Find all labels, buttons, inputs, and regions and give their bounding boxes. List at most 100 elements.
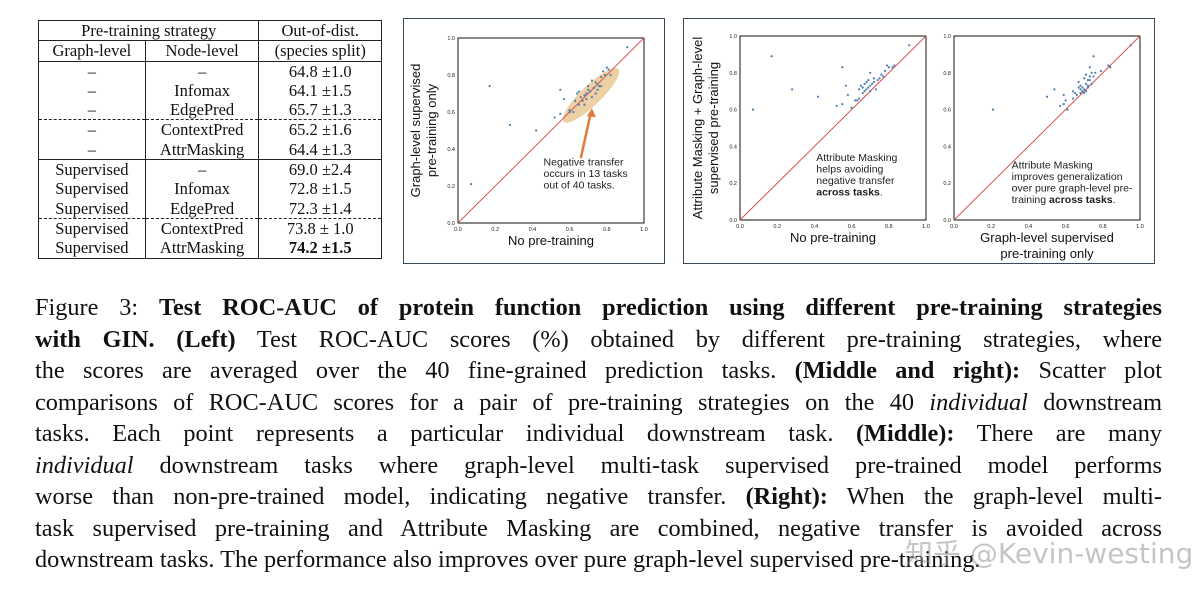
y-tick-label: 1.0 <box>943 34 951 40</box>
annotation-text: occurs in 13 tasks <box>544 168 628 180</box>
caption-segment: task supervised pre-training and Attribu… <box>35 514 1162 542</box>
diagonal-line <box>953 35 1141 221</box>
data-point <box>1086 79 1090 82</box>
caption-segment: Test ROC-AUC of protein function predict… <box>159 294 1162 321</box>
data-point <box>583 94 586 97</box>
annotation-text: Attribute Masking <box>1012 159 1093 171</box>
cell-graph-level: – <box>38 119 146 140</box>
results-table: Pre-training strategy Out-of-dist. Graph… <box>37 20 382 259</box>
data-point <box>1084 90 1088 93</box>
data-point <box>880 73 883 76</box>
x-tick-label: 0.2 <box>987 224 995 230</box>
data-point <box>1109 66 1112 69</box>
data-point <box>1088 66 1091 69</box>
cell-node-level: – <box>144 61 259 81</box>
data-point <box>596 88 599 91</box>
axes-frame <box>739 35 927 221</box>
annotation-text: Attribute Masking <box>816 152 897 164</box>
data-point <box>1092 55 1095 58</box>
annotation-bold: across tasks <box>1049 194 1113 206</box>
x-tick-label: 0.4 <box>811 224 819 230</box>
annotation-period: . <box>880 187 883 199</box>
data-point <box>1053 88 1056 91</box>
data-point <box>568 109 571 112</box>
data-point <box>581 99 584 102</box>
data-point <box>1090 71 1093 74</box>
data-point <box>579 96 582 99</box>
data-point <box>587 85 590 88</box>
caption-line: tasks. Each point represents a particula… <box>35 418 1162 450</box>
x-tick-label: 0.0 <box>950 224 958 230</box>
data-point <box>574 99 577 102</box>
caption-segment: comparisons of ROC-AUC scores for a pair… <box>35 388 930 416</box>
x-tick-label: 0.2 <box>773 224 781 230</box>
data-point <box>908 44 911 47</box>
data-point <box>577 90 580 93</box>
x-tick-label: 1.0 <box>922 224 930 230</box>
cell-score: 72.8 ±1.5 <box>258 179 382 199</box>
data-point <box>872 77 876 80</box>
y-tick-label: 0.0 <box>943 218 951 224</box>
right-panel: 0.0 0.0 0.2 0.2 0.4 0.4 0.6 0.6 0.8 0.8 1.0 1.0 No p… <box>683 18 1155 264</box>
data-point <box>1090 82 1093 85</box>
annotation-text: improves generalization <box>1012 171 1123 183</box>
annotation-period: . <box>1113 194 1116 206</box>
scatter-plots-attrmasking: 0.00.00.20.20.40.40.60.60.80.81.01.0No p… <box>690 34 1144 261</box>
caption-segment: downstream tasks where graph-level multi… <box>133 451 1162 479</box>
data-point <box>585 97 588 101</box>
axes-frame <box>457 37 645 224</box>
data-point <box>878 77 881 80</box>
data-point <box>1084 73 1088 76</box>
data-point <box>883 69 887 73</box>
caption-segment: with GIN. (Left) <box>35 325 236 353</box>
data-point <box>607 68 610 71</box>
table-row: Supervised ContextPred 73.8 ± 1.0 <box>38 218 382 239</box>
data-point <box>1099 69 1103 73</box>
data-point <box>1066 108 1069 111</box>
header-node-level: Node-level <box>144 40 259 62</box>
cell-score: 69.0 ±2.4 <box>258 159 382 180</box>
cell-node-level: EdgePred <box>144 100 259 121</box>
caption-segment: (Middle and right): <box>794 357 1021 384</box>
cell-score: 65.2 ±1.6 <box>258 119 382 140</box>
data-point <box>1079 91 1082 95</box>
caption-segment: worse than non-pre-trained model, indica… <box>35 483 746 510</box>
middle-left-panel: 0.0 0.0 0.2 0.2 0.4 0.4 0.6 0.6 0.8 0.8 1.0 1.0 No p… <box>403 18 665 264</box>
data-point <box>867 86 870 89</box>
data-point <box>869 84 872 87</box>
caption-segment: individual <box>929 388 1028 416</box>
annotation-text: helps avoiding <box>816 164 883 176</box>
data-point <box>846 93 849 96</box>
data-point <box>626 46 629 49</box>
header-metric-1: Out-of-dist. <box>258 20 382 42</box>
cell-node-level: AttrMasking <box>144 139 259 161</box>
data-point <box>1088 79 1091 82</box>
annotation-bold: across tasks <box>816 187 880 199</box>
cell-graph-level: Supervised <box>38 218 146 239</box>
header-metric-2: (species split) <box>258 40 382 62</box>
caption-segment: tasks. Each point represents a particula… <box>35 420 856 447</box>
y-tick-label: 0.2 <box>447 184 455 190</box>
data-point <box>1092 75 1095 78</box>
cell-score: 65.7 ±1.3 <box>258 100 382 121</box>
data-point <box>469 183 473 186</box>
y-tick-label: 1.0 <box>447 36 455 42</box>
watermark: 知乎 @Kevin-westing <box>905 537 1194 570</box>
y-axis-label: supervised pre-training <box>706 62 721 194</box>
y-tick-label: 0.8 <box>943 71 951 77</box>
data-point <box>553 116 556 119</box>
cell-graph-level: Supervised <box>38 159 146 180</box>
data-point <box>1083 77 1086 80</box>
data-point <box>559 112 562 115</box>
data-point <box>594 92 597 95</box>
data-point <box>1084 82 1088 85</box>
highlight-region <box>562 67 620 123</box>
data-point <box>488 85 491 88</box>
data-point <box>790 88 794 91</box>
annotation-prefix: training <box>1012 194 1049 206</box>
cell-graph-level: Supervised <box>38 238 146 259</box>
caption-line: individual downstream tasks where graph-… <box>35 450 1162 482</box>
caption-segment: Test ROC-AUC scores (%) obtained by diff… <box>235 325 1162 353</box>
cell-node-level: EdgePred <box>144 198 259 219</box>
